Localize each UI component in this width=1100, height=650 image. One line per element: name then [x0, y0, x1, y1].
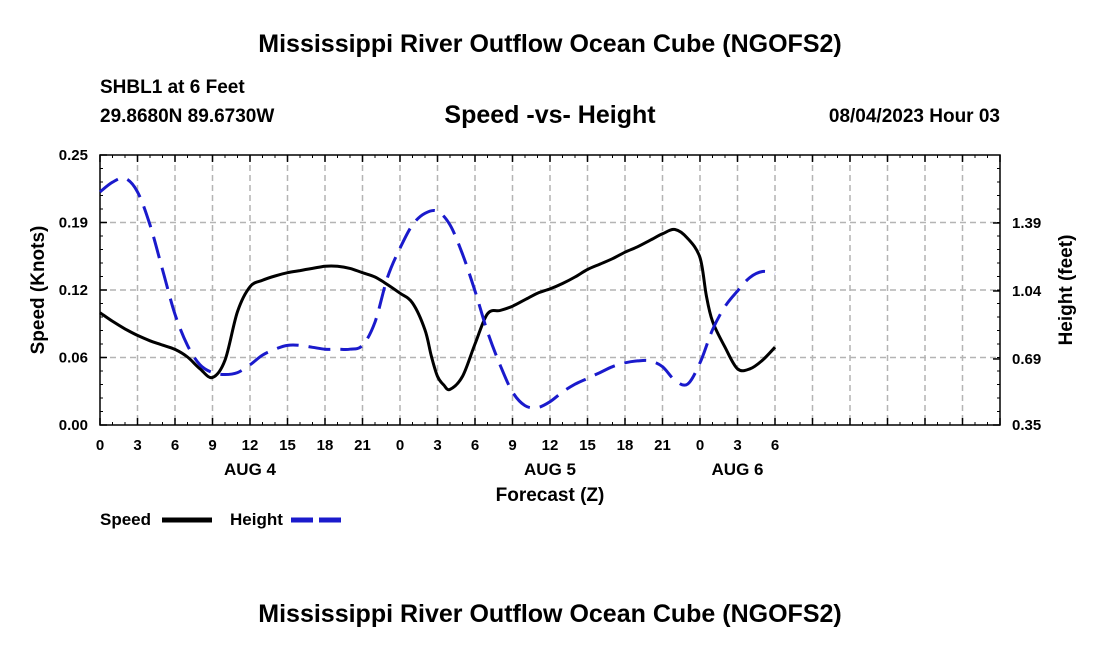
day-label: AUG 5	[524, 460, 576, 479]
footer-title: Mississippi River Outflow Ocean Cube (NG…	[258, 600, 842, 628]
x-tick-label: 12	[542, 437, 559, 454]
x-tick-label: 21	[354, 437, 371, 454]
chart-subtitle: Speed -vs- Height	[444, 101, 656, 129]
legend-label-height: Height	[230, 510, 283, 529]
y2-tick-label: 1.04	[1012, 283, 1042, 300]
y-tick-label: 0.19	[59, 215, 88, 232]
series-line-speed	[99, 227, 777, 392]
series-line-height	[99, 176, 776, 410]
legend-label-speed: Speed	[100, 510, 151, 529]
station-label: SHBL1 at 6 Feet	[100, 77, 245, 98]
y2-tick-label: 0.35	[1012, 417, 1041, 434]
x-tick-label: 3	[433, 437, 441, 454]
y2-tick-label: 0.69	[1012, 351, 1041, 368]
chart-title: Mississippi River Outflow Ocean Cube (NG…	[258, 30, 842, 58]
day-label: AUG 4	[224, 460, 277, 479]
x-tick-label: 15	[279, 437, 296, 454]
x-tick-label: 18	[617, 437, 634, 454]
forecast-datetime: 08/04/2023 Hour 03	[828, 106, 1000, 127]
x-tick-label: 6	[471, 437, 479, 454]
y-tick-label: 0.00	[59, 417, 88, 434]
x-tick-label: 6	[771, 437, 779, 454]
x-axis-title: Forecast (Z)	[496, 485, 605, 506]
x-tick-label: 0	[396, 437, 404, 454]
x-tick-label: 21	[654, 437, 671, 454]
x-tick-label: 9	[208, 437, 216, 454]
x-tick-label: 12	[242, 437, 259, 454]
x-tick-label: 9	[508, 437, 516, 454]
x-tick-label: 3	[733, 437, 741, 454]
station-coordinates: 29.8680N 89.6730W	[100, 106, 275, 127]
x-tick-label: 6	[171, 437, 179, 454]
x-tick-label: 0	[696, 437, 704, 454]
y-tick-label: 0.12	[59, 282, 88, 299]
y-axis-title: Speed (Knots)	[28, 226, 49, 355]
y-tick-label: 0.25	[59, 147, 88, 164]
x-tick-label: 18	[317, 437, 334, 454]
x-tick-label: 3	[133, 437, 141, 454]
x-tick-label: 0	[96, 437, 104, 454]
x-tick-label: 15	[579, 437, 596, 454]
plot-frame	[99, 154, 1001, 426]
speed-height-chart: 0 3 6 9 12 15 18 21 0 3 6 9 12 15 18 21 0 3 6 0.00 0.06 0.12 0…	[28, 147, 1077, 529]
day-label: AUG 6	[712, 460, 764, 479]
y2-axis-title: Height (feet)	[1056, 235, 1077, 346]
y-tick-label: 0.06	[59, 350, 88, 367]
y2-tick-label: 1.39	[1012, 215, 1041, 232]
